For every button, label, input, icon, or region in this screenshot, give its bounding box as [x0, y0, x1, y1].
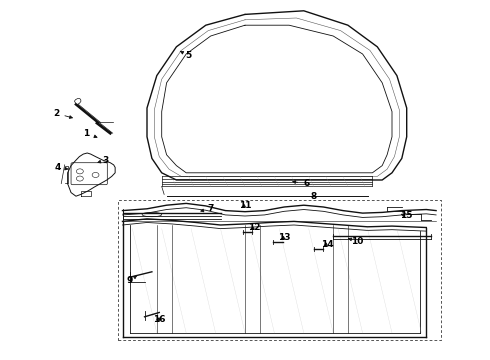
Text: 9: 9: [126, 276, 136, 285]
Text: 10: 10: [348, 237, 364, 246]
Text: 1: 1: [83, 129, 97, 138]
Text: 8: 8: [311, 192, 317, 201]
Text: 15: 15: [400, 211, 413, 220]
Text: 3: 3: [98, 156, 108, 165]
Text: 5: 5: [180, 51, 192, 60]
Text: 11: 11: [239, 201, 251, 210]
Text: 4: 4: [54, 163, 68, 172]
Text: 16: 16: [153, 315, 166, 324]
Text: 6: 6: [293, 179, 309, 188]
Text: 2: 2: [53, 109, 73, 118]
Text: 7: 7: [201, 204, 214, 213]
Text: 14: 14: [321, 240, 334, 248]
Text: 13: 13: [278, 233, 291, 242]
Text: 12: 12: [247, 223, 260, 232]
